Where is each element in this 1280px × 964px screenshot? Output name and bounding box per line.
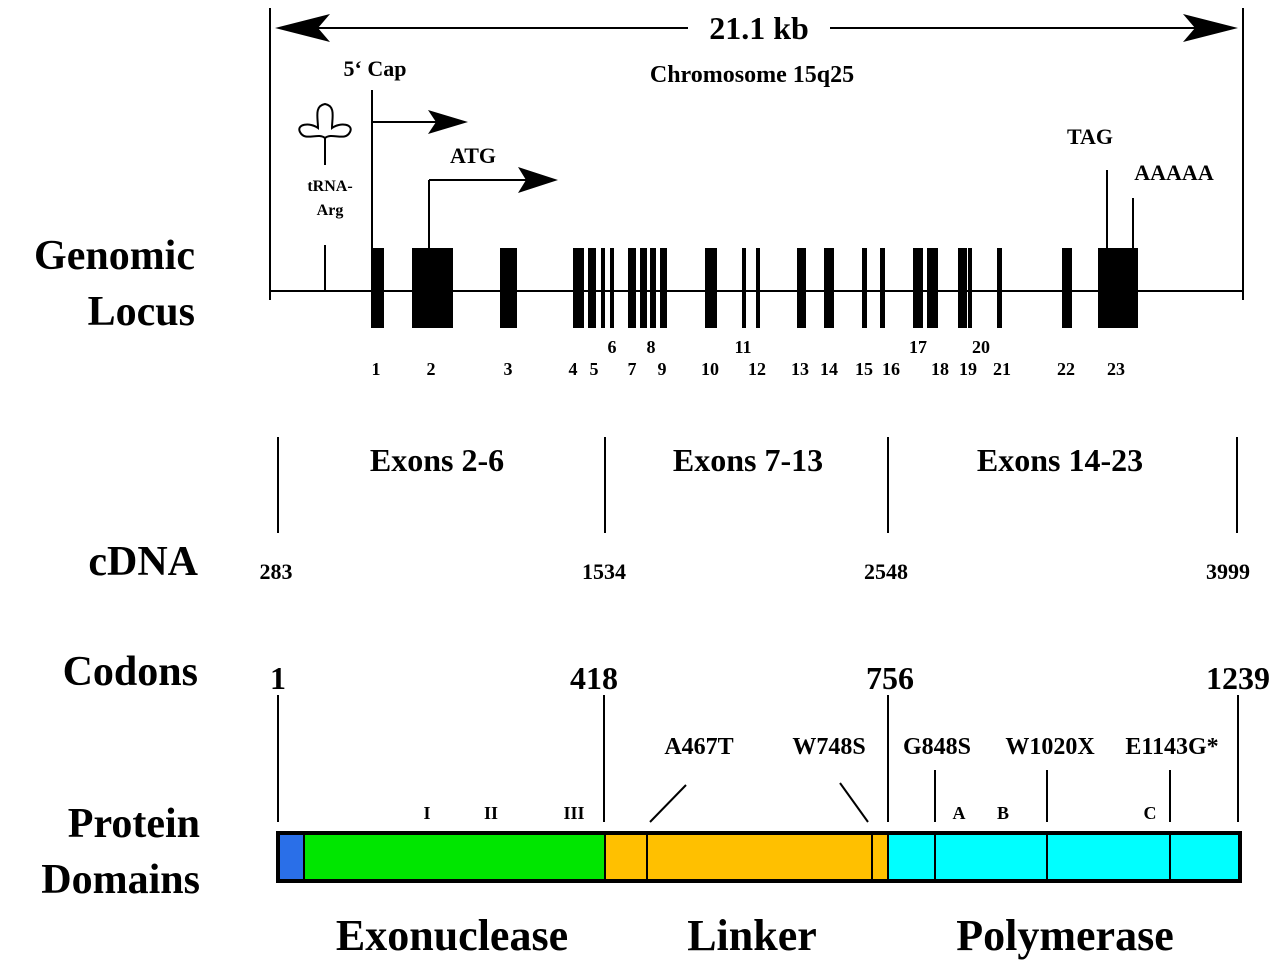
row-label: Protein — [68, 801, 200, 847]
exon — [968, 248, 972, 328]
trna-label: tRNA- — [307, 178, 352, 195]
exon-number: 15 — [855, 359, 873, 379]
codon: 1239 — [1206, 660, 1270, 696]
exon — [958, 248, 967, 328]
codon: 756 — [866, 660, 914, 696]
mutation-pointer — [840, 783, 868, 822]
domain-signal — [279, 834, 304, 880]
row-label: Locus — [88, 289, 195, 335]
exon — [1062, 248, 1072, 328]
exon-number: 11 — [734, 337, 751, 357]
exon — [371, 248, 384, 328]
exon — [650, 248, 656, 328]
exon-number: 23 — [1107, 359, 1125, 379]
exon — [742, 248, 746, 328]
tag-label: TAG — [1067, 124, 1113, 149]
exon-number: 18 — [931, 359, 949, 379]
exon-number: 2 — [427, 359, 436, 379]
exon — [927, 248, 938, 328]
exon-number: 9 — [658, 359, 667, 379]
polya-label: AAAAA — [1134, 160, 1214, 185]
motif: I — [423, 803, 430, 823]
mutation: W748S — [792, 734, 865, 760]
cdna-position: 1534 — [582, 559, 626, 584]
exon-number: 10 — [701, 359, 719, 379]
atg-label: ATG — [450, 143, 496, 168]
cdna-position: 2548 — [864, 559, 908, 584]
mutation: E1143G* — [1125, 734, 1218, 760]
exon-number: 13 — [791, 359, 809, 379]
page: 21.1 kb Chromosome 15q25 5‘ Cap ATG tRNA… — [0, 0, 1280, 964]
domain-label: Polymerase — [956, 911, 1173, 960]
exon-number: 20 — [972, 337, 990, 357]
exon — [913, 248, 923, 328]
exon-number: 5 — [590, 359, 599, 379]
exon-number: 12 — [748, 359, 766, 379]
exon — [640, 248, 647, 328]
exon-number: 6 — [608, 337, 617, 357]
cap-label: 5‘ Cap — [344, 56, 407, 81]
exon — [1098, 248, 1138, 328]
chromosome: Chromosome 15q25 — [650, 62, 854, 88]
exon — [824, 248, 834, 328]
exon — [573, 248, 584, 328]
exon-number: 7 — [628, 359, 637, 379]
row-label: Codons — [63, 649, 198, 695]
exon-number: 4 — [569, 359, 578, 379]
motif: B — [997, 803, 1009, 823]
exon — [588, 248, 596, 328]
span-label: 21.1 kb — [709, 10, 809, 46]
domain-polymerase — [888, 834, 1239, 880]
exon-group: Exons 7-13 — [673, 442, 823, 478]
exon — [705, 248, 717, 328]
exon-number: 14 — [820, 359, 838, 379]
domain-exonuclease — [304, 834, 605, 880]
mutation: A467T — [664, 734, 733, 760]
exon-number: 22 — [1057, 359, 1075, 379]
exon-number: 3 — [504, 359, 513, 379]
exon — [500, 248, 517, 328]
codon: 418 — [570, 660, 618, 696]
trna-label: Arg — [317, 202, 344, 219]
exon — [997, 248, 1002, 328]
exon-number: 16 — [882, 359, 900, 379]
cdna-position: 3999 — [1206, 559, 1250, 584]
exon — [756, 248, 760, 328]
exon-number: 21 — [993, 359, 1011, 379]
exon-number: 19 — [959, 359, 977, 379]
motif: A — [953, 803, 966, 823]
row-label: Domains — [41, 857, 200, 903]
row-label: Genomic — [34, 233, 195, 279]
exon — [601, 248, 605, 328]
exon — [412, 248, 453, 328]
exon — [610, 248, 614, 328]
domain-label: Linker — [687, 911, 817, 960]
row-label: cDNA — [88, 539, 198, 585]
exon-number: 8 — [647, 337, 656, 357]
exon — [880, 248, 885, 328]
domain-label: Exonuclease — [336, 911, 568, 960]
exon-boxes — [371, 248, 1138, 328]
motif: C — [1144, 803, 1157, 823]
exon — [797, 248, 806, 328]
exon — [628, 248, 636, 328]
exon — [862, 248, 867, 328]
trna-icon — [299, 104, 350, 165]
mutation: G848S — [903, 734, 971, 760]
exon-number: 17 — [909, 337, 927, 357]
mutation: W1020X — [1005, 734, 1095, 760]
exon-number: 1 — [372, 359, 381, 379]
exon — [660, 248, 667, 328]
mutation-pointer — [650, 785, 686, 822]
exon-group: Exons 14-23 — [977, 442, 1143, 478]
motif: III — [563, 803, 584, 823]
codon: 1 — [270, 660, 286, 696]
cdna-position: 283 — [260, 559, 293, 584]
exon-group: Exons 2-6 — [370, 442, 504, 478]
motif: II — [484, 803, 498, 823]
diagram: 21.1 kb Chromosome 15q25 5‘ Cap ATG tRNA… — [0, 0, 1280, 964]
